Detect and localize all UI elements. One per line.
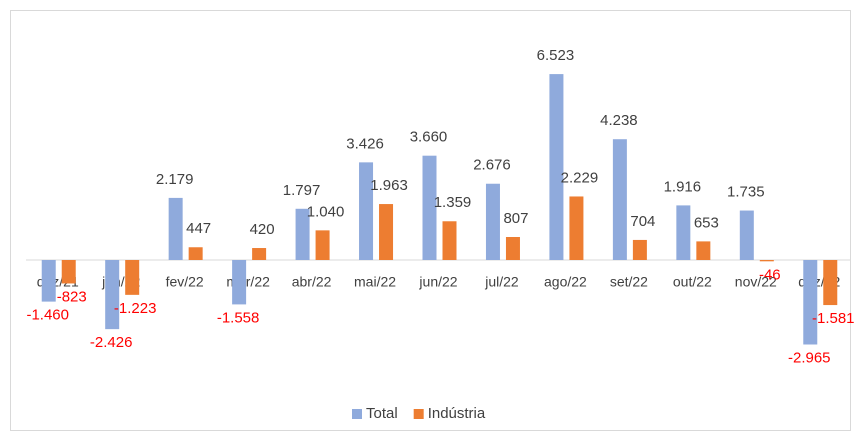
bar [569, 196, 584, 260]
data-label: 2.179 [156, 171, 194, 188]
bar [41, 260, 56, 302]
legend-label: Total [366, 405, 398, 422]
data-label: 3.660 [410, 129, 448, 146]
data-label: -1.460 [26, 307, 69, 324]
data-label: 1.359 [434, 194, 472, 211]
data-label: 2.676 [473, 157, 511, 174]
bar [61, 260, 76, 284]
bar [232, 260, 247, 305]
bar [739, 210, 754, 260]
x-tick-label: jun/22 [418, 274, 457, 290]
legend-swatch [352, 409, 362, 419]
bar [422, 155, 437, 260]
data-label: -1.581 [812, 310, 855, 327]
x-tick-label: mai/22 [354, 274, 396, 290]
bar [359, 162, 374, 260]
bar [252, 248, 267, 260]
data-label: 3.426 [346, 135, 384, 152]
x-tick-label: ago/22 [544, 274, 587, 290]
data-label: 1.916 [664, 178, 702, 195]
data-label: -46 [759, 266, 781, 283]
data-label: 1.040 [307, 203, 345, 220]
x-tick-label: abr/22 [292, 274, 332, 290]
bar [485, 183, 500, 260]
legend-swatch [413, 409, 424, 419]
data-label: 6.523 [537, 47, 575, 64]
bar [759, 260, 774, 262]
bar [632, 239, 647, 260]
bar [549, 74, 564, 260]
bar [696, 241, 711, 260]
bar [676, 205, 691, 260]
data-label: -1.223 [114, 300, 157, 317]
x-tick-label: out/22 [673, 274, 712, 290]
bar [315, 230, 330, 260]
bar [125, 260, 140, 295]
data-label: 1.797 [283, 182, 321, 199]
data-label: 1.963 [370, 177, 408, 194]
data-label: 704 [630, 213, 655, 230]
x-tick-label: fev/22 [166, 274, 204, 290]
data-label: -2.426 [90, 334, 133, 351]
bar [803, 260, 818, 345]
legend-label: Indústria [428, 405, 486, 422]
bar [442, 221, 457, 260]
bar [188, 247, 203, 260]
data-label: 4.238 [600, 112, 638, 129]
data-label: 447 [186, 220, 211, 237]
bar [823, 260, 838, 306]
bar [612, 139, 627, 260]
data-label: 2.229 [561, 169, 599, 186]
bar [168, 197, 183, 260]
x-tick-label: nov/22 [735, 274, 777, 290]
data-label: 807 [503, 210, 528, 227]
bar [105, 260, 120, 330]
bar [379, 204, 394, 260]
data-label: 420 [250, 221, 275, 238]
data-label: -2.965 [788, 349, 831, 366]
data-label: 653 [694, 214, 719, 231]
bar [505, 237, 520, 260]
x-tick-label: set/22 [610, 274, 648, 290]
data-label: 1.735 [727, 184, 765, 201]
bar [295, 208, 310, 260]
x-tick-label: jul/22 [484, 274, 519, 290]
data-label: -823 [57, 288, 87, 305]
data-label: -1.558 [217, 309, 260, 326]
